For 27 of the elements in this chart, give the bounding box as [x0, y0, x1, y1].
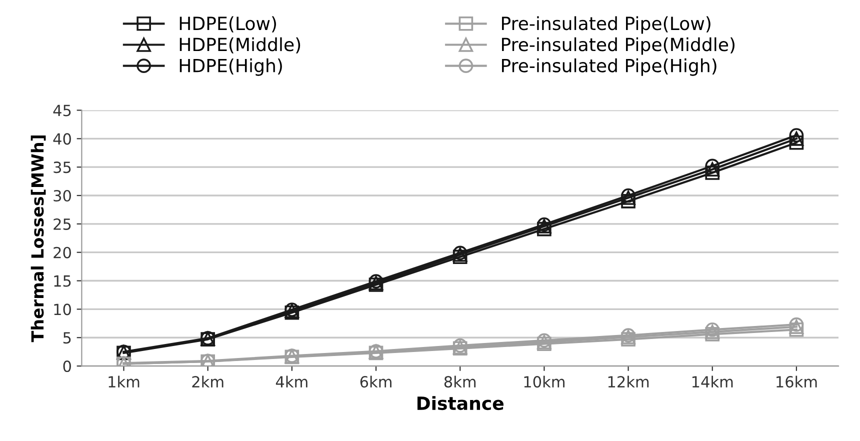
- y-tick-label: 30: [54, 190, 71, 202]
- x-tick-label: 1km: [108, 376, 140, 388]
- legend-label: Pre-insulated Pipe(High): [502, 58, 716, 76]
- x-tick-label: 12km: [608, 376, 649, 388]
- y-tick-label: 10: [54, 304, 71, 316]
- y-tick-label: 45: [53, 104, 71, 116]
- y-tick-label: 25: [54, 218, 71, 230]
- x-tick-label: 16km: [776, 376, 817, 388]
- y-tick-label: 5: [63, 332, 71, 344]
- x-tick-label: 4km: [276, 376, 308, 388]
- legend-label: Pre-insulated Pipe(Low): [502, 16, 710, 34]
- y-tick-label: 35: [54, 162, 71, 174]
- x-tick-label: 14km: [692, 376, 733, 388]
- y-tick-label: 15: [54, 275, 71, 287]
- x-tick-label: 6km: [360, 376, 392, 388]
- y-tick-label: 20: [54, 246, 71, 258]
- y-tick-label: 40: [53, 133, 71, 145]
- legend-label: HDPE(High): [180, 58, 282, 76]
- legend-label: HDPE(Low): [180, 16, 276, 32]
- x-tick-label: 10km: [524, 376, 564, 388]
- x-tick-label: 2km: [192, 376, 224, 388]
- y-axis-title: Thermal Losses[MWh]: [30, 136, 46, 342]
- y-tick-label: 0: [63, 360, 71, 372]
- legend-label: Pre-insulated Pipe(Middle): [502, 37, 734, 55]
- x-tick-label: 8km: [444, 376, 476, 388]
- x-axis-title: Distance: [417, 396, 504, 410]
- legend-label: HDPE(Middle): [180, 37, 300, 54]
